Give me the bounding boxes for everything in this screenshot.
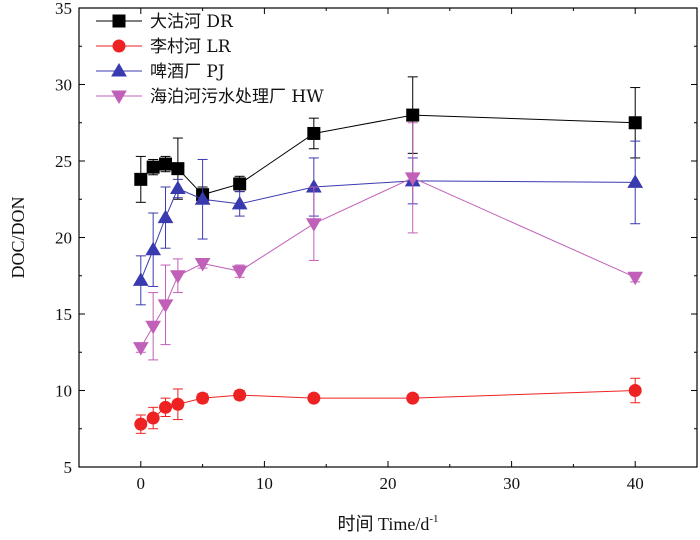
y-tick-label: 10 bbox=[55, 382, 72, 401]
chart-container: 0 10 20 30 40 5 10 15 20 25 30 35 大沽河 DR 李村河 LR 啤酒厂 P… bbox=[0, 0, 700, 540]
legend-label: 李村河 LR bbox=[150, 37, 232, 57]
x-axis-title-superscript: -1 bbox=[429, 513, 438, 525]
series-2 bbox=[135, 378, 641, 433]
legend-marker bbox=[113, 15, 125, 27]
x-tick-label: 30 bbox=[503, 474, 520, 493]
data-point bbox=[307, 219, 321, 231]
data-point bbox=[147, 161, 159, 173]
data-point bbox=[308, 392, 320, 404]
legend-item: 李村河 LR bbox=[96, 37, 232, 57]
data-point bbox=[134, 273, 148, 285]
data-point bbox=[159, 211, 173, 223]
y-tick-label: 20 bbox=[55, 229, 72, 248]
legend: 大沽河 DR 李村河 LR 啤酒厂 PJ 海泊河污水处理厂 HW bbox=[96, 12, 324, 107]
y-tick-label: 15 bbox=[55, 305, 72, 324]
series-line bbox=[141, 391, 635, 425]
x-tick-label: 0 bbox=[137, 474, 146, 493]
legend-label: 大沽河 DR bbox=[150, 12, 234, 32]
series-3 bbox=[134, 141, 642, 305]
series-line bbox=[141, 181, 635, 280]
series-layer bbox=[134, 77, 642, 433]
x-tick-label: 40 bbox=[627, 474, 644, 493]
data-point bbox=[172, 398, 184, 410]
data-point bbox=[171, 271, 185, 283]
legend-item: 大沽河 DR bbox=[96, 12, 234, 32]
data-point bbox=[171, 182, 185, 194]
x-axis-title-text: 时间 Time/d bbox=[337, 514, 429, 534]
legend-marker bbox=[113, 40, 125, 52]
data-point bbox=[134, 343, 148, 355]
x-tick-label: 10 bbox=[256, 474, 273, 493]
x-tick-label: 20 bbox=[380, 474, 397, 493]
data-point bbox=[308, 127, 320, 139]
y-axis-title: DOC/DON bbox=[8, 196, 28, 278]
data-point bbox=[407, 392, 419, 404]
data-point bbox=[629, 117, 641, 129]
legend-marker bbox=[112, 91, 126, 103]
data-point bbox=[146, 321, 160, 333]
y-tick-label: 25 bbox=[55, 152, 72, 171]
series-4 bbox=[134, 123, 642, 360]
legend-item: 啤酒厂 PJ bbox=[96, 62, 225, 82]
y-tick-label: 5 bbox=[64, 458, 73, 477]
legend-label: 啤酒厂 PJ bbox=[150, 62, 225, 82]
data-point bbox=[160, 158, 172, 170]
x-axis-title: 时间 Time/d-1 bbox=[337, 513, 438, 534]
data-point bbox=[147, 412, 159, 424]
data-point bbox=[629, 385, 641, 397]
series-line bbox=[141, 178, 635, 348]
data-point bbox=[135, 418, 147, 430]
data-point bbox=[135, 173, 147, 185]
legend-item: 海泊河污水处理厂 HW bbox=[96, 87, 324, 107]
data-point bbox=[628, 272, 642, 284]
data-point bbox=[172, 163, 184, 175]
data-point bbox=[159, 300, 173, 312]
y-tick-label: 35 bbox=[55, 0, 72, 18]
data-point bbox=[160, 401, 172, 413]
y-tick-label: 30 bbox=[55, 76, 72, 95]
legend-label: 海泊河污水处理厂 HW bbox=[150, 87, 324, 107]
data-point bbox=[234, 178, 246, 190]
data-point bbox=[407, 109, 419, 121]
data-point bbox=[146, 243, 160, 255]
data-point bbox=[234, 389, 246, 401]
legend-marker bbox=[112, 64, 126, 76]
line-chart: 0 10 20 30 40 5 10 15 20 25 30 35 大沽河 DR 李村河 LR 啤酒厂 P… bbox=[0, 0, 700, 540]
data-point bbox=[233, 266, 247, 278]
data-point bbox=[197, 392, 209, 404]
data-point bbox=[628, 175, 642, 187]
